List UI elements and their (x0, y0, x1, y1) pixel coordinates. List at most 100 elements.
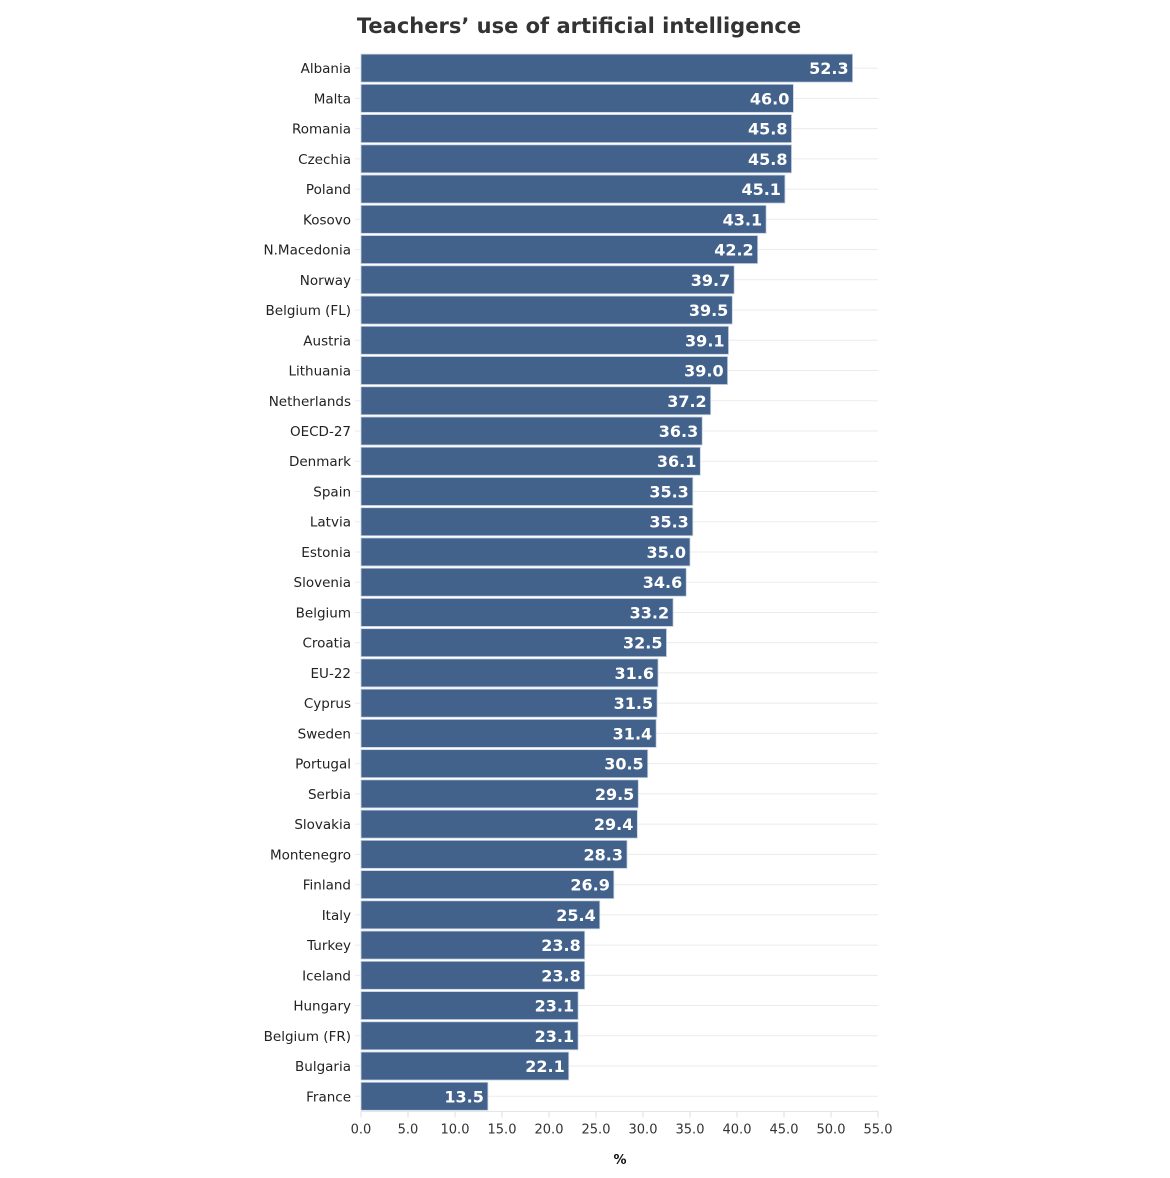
data-label: 25.4 (556, 906, 595, 925)
data-label: 37.2 (667, 392, 706, 411)
bar (360, 144, 792, 174)
category-label: France (306, 1089, 351, 1105)
data-label: 35.3 (649, 482, 688, 501)
bar (360, 325, 729, 355)
category-label: OECD-27 (290, 424, 351, 440)
bar (360, 235, 759, 264)
bar (360, 598, 674, 627)
data-label: 35.3 (649, 513, 688, 532)
bar (360, 1021, 579, 1051)
category-label: Iceland (302, 968, 351, 984)
bar (360, 930, 586, 960)
x-tick-label: 40.0 (723, 1122, 752, 1137)
category-label: Hungary (293, 999, 351, 1015)
x-tick-label: 20.0 (535, 1122, 564, 1137)
data-label: 28.3 (584, 845, 623, 864)
data-label: 39.0 (684, 362, 723, 381)
data-label: 23.1 (535, 997, 574, 1016)
bar (360, 870, 615, 899)
data-label: 39.5 (689, 301, 728, 320)
bars: Albania 52.3 Malta 46.0 Romania 45.8 Czechia 45… (264, 53, 854, 1111)
category-label: Belgium (FR) (264, 1029, 351, 1045)
bar (360, 507, 694, 537)
bar (360, 658, 659, 688)
bar (360, 688, 658, 718)
chart-title: Teachers’ use of artificial intelligence (357, 14, 801, 38)
x-tick-label: 35.0 (676, 1122, 705, 1137)
bar (360, 719, 657, 748)
data-label: 36.3 (659, 422, 698, 441)
category-label: Montenegro (270, 847, 351, 863)
category-label: Malta (314, 91, 351, 107)
category-label: Lithuania (288, 364, 351, 380)
category-label: Albania (301, 61, 351, 77)
category-label: EU-22 (311, 666, 351, 682)
bar (360, 265, 735, 295)
category-label: Belgium (296, 605, 351, 621)
category-label: Estonia (301, 545, 351, 561)
bar (360, 114, 792, 143)
data-label: 36.1 (657, 452, 696, 471)
data-label: 23.8 (541, 936, 580, 955)
bar (360, 749, 649, 779)
x-tick-label: 45.0 (770, 1122, 799, 1137)
data-label: 29.4 (594, 815, 633, 834)
x-axis-label: % (613, 1153, 626, 1168)
bar (360, 900, 601, 930)
x-tick-label: 50.0 (817, 1122, 846, 1137)
data-label: 31.6 (615, 664, 654, 683)
x-tick-label: 55.0 (864, 1122, 893, 1137)
data-label: 26.9 (570, 876, 609, 895)
bar (360, 779, 639, 809)
data-label: 35.0 (647, 543, 686, 562)
bar (360, 53, 854, 83)
category-label: Czechia (298, 152, 351, 168)
data-label: 31.5 (614, 694, 653, 713)
x-tick-label: 10.0 (441, 1122, 470, 1137)
data-label: 46.0 (750, 89, 789, 108)
bar (360, 83, 794, 113)
data-label: 33.2 (630, 603, 669, 622)
bar (360, 416, 703, 446)
category-label: Belgium (FL) (266, 303, 351, 319)
bar (360, 537, 691, 567)
category-label: Bulgaria (295, 1059, 351, 1075)
data-label: 29.5 (595, 785, 634, 804)
data-label: 52.3 (809, 59, 848, 78)
bar (360, 174, 786, 204)
data-label: 45.1 (741, 180, 780, 199)
x-tick-label: 5.0 (398, 1122, 419, 1137)
data-label: 22.1 (525, 1057, 564, 1076)
x-tick-label: 15.0 (488, 1122, 517, 1137)
category-label: Norway (300, 273, 351, 289)
bar (360, 386, 712, 416)
category-label: Spain (313, 484, 351, 500)
bar (360, 991, 579, 1020)
data-label: 45.8 (748, 120, 787, 139)
bar (360, 960, 586, 990)
category-label: Cyprus (304, 696, 351, 712)
x-tick-label: 0.0 (351, 1122, 372, 1137)
bar (360, 204, 767, 234)
bar (360, 839, 628, 869)
category-label: Turkey (306, 938, 351, 954)
category-label: Denmark (289, 454, 351, 470)
category-label: Slovakia (294, 817, 351, 833)
category-label: Austria (303, 333, 351, 349)
data-label: 13.5 (444, 1087, 483, 1106)
category-label: Kosovo (303, 212, 351, 228)
x-tick-label: 25.0 (582, 1122, 611, 1137)
category-label: Romania (292, 122, 351, 138)
data-label: 23.8 (541, 966, 580, 985)
data-label: 42.2 (714, 241, 753, 260)
category-label: Netherlands (269, 394, 351, 410)
category-label: N.Macedonia (264, 243, 351, 259)
x-axis: 0.0 5.0 10.0 15.0 20.0 25.0 30.0 35.0 40.0 45.0 50… (351, 1110, 893, 1137)
category-label: Latvia (310, 515, 351, 531)
data-label: 43.1 (723, 210, 762, 229)
bar (360, 567, 687, 597)
bar (360, 356, 729, 385)
data-label: 31.4 (613, 724, 652, 743)
bar (360, 477, 694, 506)
